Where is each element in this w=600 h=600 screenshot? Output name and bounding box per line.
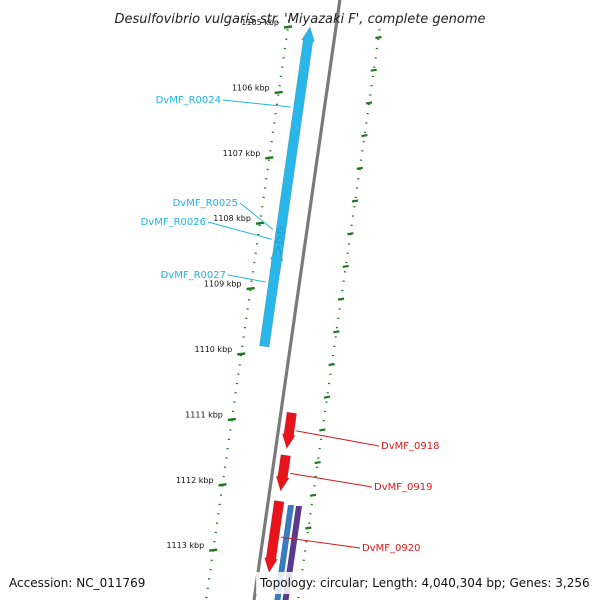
gene-arrow-dvmf-r0027[interactable] [258,245,285,348]
gene-label-leader [207,221,272,240]
tick-mark [283,25,293,29]
accession-label: Accession: NC_011769 [9,576,145,590]
gene-label[interactable]: DvMF_R0027 [161,270,226,281]
gene-arrow-dvmf-r0026[interactable] [274,235,285,244]
tick-label: 1113 kbp [166,541,204,550]
tick-mark [209,548,218,552]
tick-label: 1107 kbp [223,149,261,158]
tick-label: 1109 kbp [204,280,242,289]
gene-shape-outline [281,411,297,450]
tick-label: 1108 kbp [213,214,251,223]
gene-arrow-dvmf-0919[interactable] [274,454,292,492]
map-title: Desulfovibrio vulgaris str. 'Miyazaki F'… [114,12,485,27]
gene-shape-outline [259,245,284,348]
gene-label-leader [296,430,380,447]
feature-tracks [204,0,383,600]
outer-track-tick [361,134,368,138]
gene-label[interactable]: DvMF_0920 [362,543,420,554]
outer-track-tick [342,264,349,268]
outer-track-tick [305,526,312,530]
gene-shape[interactable] [274,236,285,244]
gene-label[interactable]: DvMF_R0024 [156,95,221,106]
gene-shape-outline [264,500,285,574]
gene-arrow-dvmf-0918[interactable] [280,411,298,450]
outer-track-tick [365,101,373,105]
gene-shape[interactable] [280,412,298,449]
accession-background [0,572,155,594]
tick-mark [218,483,227,487]
gene-label-leader [280,536,361,549]
tick-mark [246,286,255,291]
gene-shape-outline [275,225,286,234]
gene-label-leader [239,202,274,230]
outer-track-tick [356,166,363,170]
gene-label[interactable]: DvMF_R0025 [173,198,238,209]
gene-shape-outline [274,235,285,244]
gene-shape-outline [269,26,315,275]
gene-shape[interactable] [276,226,286,234]
outer-track-tick [375,35,382,40]
tick-label: 1112 kbp [176,476,214,485]
tick-mark [274,90,283,95]
outer-track-tick [347,232,354,236]
genome-backbone [252,0,342,600]
gene-label-leader [227,274,266,283]
outer-track-tick [337,297,345,301]
gene-labels-layer: DvMF_R0024 DvMF_R0025 DvMF_R0026 DvMF_R0027… [141,95,440,554]
tick-mark [255,221,265,225]
outer-track-tick [351,199,359,203]
tick-label: 1105 kbp [241,18,279,27]
outer-track-tick [328,362,335,367]
tick-label: 1110 kbp [195,345,233,354]
tick-mark [265,156,274,160]
gene-shape[interactable] [274,454,292,491]
gene-arrow-dvmf-r0025[interactable] [275,225,286,234]
gene-label-leader [290,472,373,488]
gene-label[interactable]: DvMF_0918 [381,441,439,452]
ticks-layer: 1105 kbp 1106 kbp 1107 kbp 1108 kbp 1109 kbp… [166,18,382,552]
gene-label[interactable]: DvMF_R0026 [141,217,206,228]
gene-shape[interactable] [268,26,316,274]
outer-track-tick [370,68,377,72]
topology-summary: Topology: circular; Length: 4,040,304 bp… [259,576,590,590]
outer-track-tick [309,493,317,497]
gene-shape[interactable] [258,245,285,348]
gene-arrow-dvmf-r0024[interactable] [268,26,316,275]
tick-mark [227,417,237,422]
outer-track-tick [314,461,321,465]
outer-track-tick [333,330,340,334]
gene-shape-outline [275,454,291,492]
gene-label-leader [222,99,291,108]
outer-track-tick [319,428,326,432]
outer-track-tick [323,395,331,399]
outer-dotted-track [296,19,383,600]
gene-label[interactable]: DvMF_0919 [374,482,432,493]
topology-background [256,572,594,594]
tick-label: 1106 kbp [232,83,270,92]
gene-shape[interactable] [263,500,286,573]
tick-mark [237,352,246,356]
tick-label: 1111 kbp [185,410,223,419]
gene-arrow-dvmf-0920[interactable] [263,500,286,574]
